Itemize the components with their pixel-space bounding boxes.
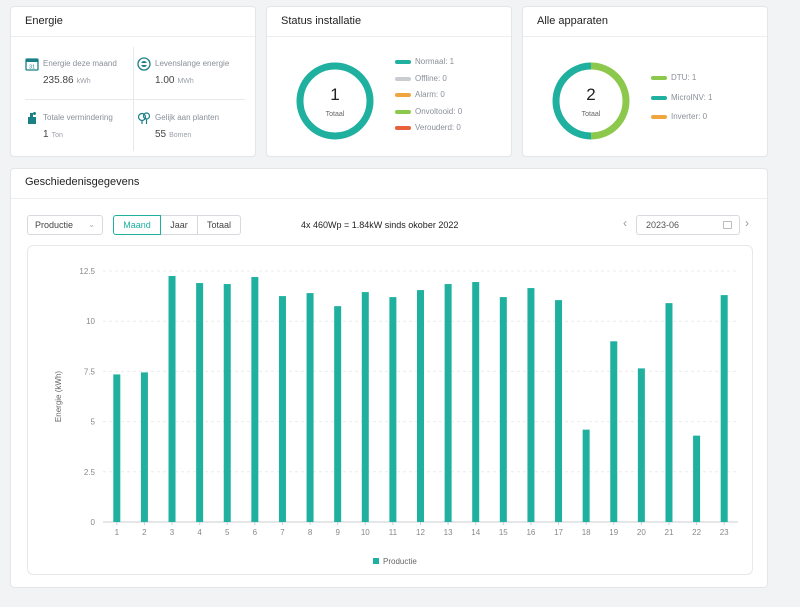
x-tick-label: 13 — [444, 528, 453, 537]
month-picker[interactable]: 2023-06 — [636, 215, 740, 235]
stat-label: Totale vermindering — [43, 113, 113, 122]
tree-icon — [137, 112, 151, 124]
y-axis-label: Energie (kWh) — [54, 371, 63, 422]
bar-day-20 — [637, 368, 645, 522]
chevron-down-icon: ⌄ — [88, 220, 95, 229]
system-note: 4x 460Wp = 1.84kW sinds okober 2022 — [301, 220, 459, 230]
status-card-title: Status installatie — [267, 7, 511, 37]
x-tick-label: 9 — [335, 528, 340, 537]
stat-label: Levenslange energie — [155, 59, 230, 68]
legend-label-productie: Productie — [383, 557, 417, 566]
y-tick-label: 10 — [86, 317, 95, 326]
svg-text:31: 31 — [29, 65, 35, 71]
x-tick-label: 8 — [308, 528, 313, 537]
chevron-right-icon[interactable]: › — [745, 216, 749, 230]
y-tick-label: 2.5 — [84, 468, 96, 477]
bar-day-6 — [251, 277, 259, 522]
metric-select[interactable]: Productie ⌄ — [27, 215, 103, 235]
bar-day-9 — [334, 306, 342, 522]
bar-day-17 — [555, 300, 563, 522]
bar-day-12 — [417, 290, 424, 522]
tab-jaar[interactable]: Jaar — [161, 215, 198, 235]
x-tick-label: 2 — [142, 528, 147, 537]
x-tick-label: 1 — [115, 528, 120, 537]
x-tick-label: 5 — [225, 528, 230, 537]
bar-day-18 — [582, 429, 590, 522]
stat-value: 235.86 kWh — [43, 75, 91, 86]
chevron-left-icon[interactable]: ‹ — [623, 216, 627, 230]
devices-total: 2 — [586, 85, 596, 104]
bar-day-13 — [444, 284, 452, 522]
metric-select-value: Productie — [35, 220, 74, 230]
x-tick-label: 15 — [499, 528, 508, 537]
stat-value: 1.00 MWh — [155, 75, 194, 86]
x-tick-label: 4 — [197, 528, 202, 537]
status-total: 1 — [330, 85, 340, 104]
tab-maand[interactable]: Maand — [113, 215, 161, 235]
bar-day-1 — [113, 374, 121, 522]
x-tick-label: 10 — [361, 528, 370, 537]
bar-day-11 — [389, 297, 397, 522]
x-tick-label: 22 — [692, 528, 701, 537]
bar-day-3 — [168, 276, 176, 522]
x-tick-label: 16 — [526, 528, 535, 537]
calendar-icon — [723, 221, 732, 229]
x-tick-label: 20 — [637, 528, 646, 537]
history-card: Geschiedenisgegevens Productie ⌄ Maand J… — [10, 168, 768, 588]
stat-label: Gelijk aan planten — [155, 113, 220, 122]
bar-day-5 — [223, 284, 231, 522]
bar-day-4 — [196, 283, 204, 522]
history-card-title: Geschiedenisgegevens — [11, 169, 767, 199]
x-tick-label: 3 — [170, 528, 175, 537]
energy-card: Energie 31 Energie deze maand 235.86 kWh … — [10, 6, 256, 157]
bar-day-2 — [140, 372, 148, 522]
meter-icon — [137, 57, 151, 71]
production-chart: 0 2.5 5 7.5 10 12.5 Energie (kWh) 1 2 3 4 5 6 7 8 9 10 11… — [27, 245, 753, 575]
y-tick-label: 0 — [91, 518, 96, 527]
x-tick-label: 14 — [471, 528, 480, 537]
y-tick-label: 7.5 — [84, 367, 96, 376]
x-tick-label: 21 — [665, 528, 674, 537]
bar-day-21 — [665, 303, 673, 522]
devices-donut — [552, 62, 630, 140]
x-tick-label: 17 — [554, 528, 563, 537]
x-tick-label: 23 — [720, 528, 729, 537]
x-tick-label: 11 — [389, 528, 398, 537]
x-tick-label: 6 — [253, 528, 258, 537]
period-tabs: Maand Jaar Totaal — [113, 215, 241, 235]
stat-value: 1 Ton — [43, 129, 63, 140]
y-tick-label: 12.5 — [79, 267, 95, 276]
calendar-icon: 31 — [25, 58, 39, 71]
bar-day-16 — [527, 288, 535, 522]
devices-total-label: Totaal — [581, 111, 601, 118]
bar-day-7 — [278, 296, 286, 522]
stat-value: 55 Bomen — [155, 129, 192, 140]
x-tick-label: 7 — [280, 528, 285, 537]
divider — [25, 99, 245, 100]
x-tick-label: 12 — [416, 528, 425, 537]
tab-totaal[interactable]: Totaal — [198, 215, 241, 235]
bar-day-8 — [306, 293, 314, 522]
devices-card-title: Alle apparaten — [523, 7, 767, 37]
bar-day-23 — [720, 295, 728, 522]
bar-day-19 — [610, 341, 618, 522]
installation-status-card: Status installatie 1 Totaal Normaal: 1 O… — [266, 6, 512, 157]
bar-day-22 — [693, 435, 701, 522]
x-tick-label: 19 — [609, 528, 618, 537]
bar-day-15 — [499, 297, 507, 522]
x-tick-label: 18 — [582, 528, 591, 537]
factory-icon — [28, 112, 36, 124]
y-tick-label: 5 — [91, 418, 96, 427]
month-picker-value: 2023-06 — [646, 220, 680, 230]
status-total-label: Totaal — [325, 111, 345, 118]
bar-day-10 — [361, 292, 369, 522]
bar-day-14 — [472, 282, 480, 522]
all-devices-card: Alle apparaten 2 Totaal DTU: 1 MicroINV:… — [522, 6, 768, 157]
legend-swatch-productie — [373, 558, 379, 564]
status-donut — [296, 62, 374, 140]
energy-card-title: Energie — [11, 7, 255, 37]
stat-label: Energie deze maand — [43, 59, 117, 68]
